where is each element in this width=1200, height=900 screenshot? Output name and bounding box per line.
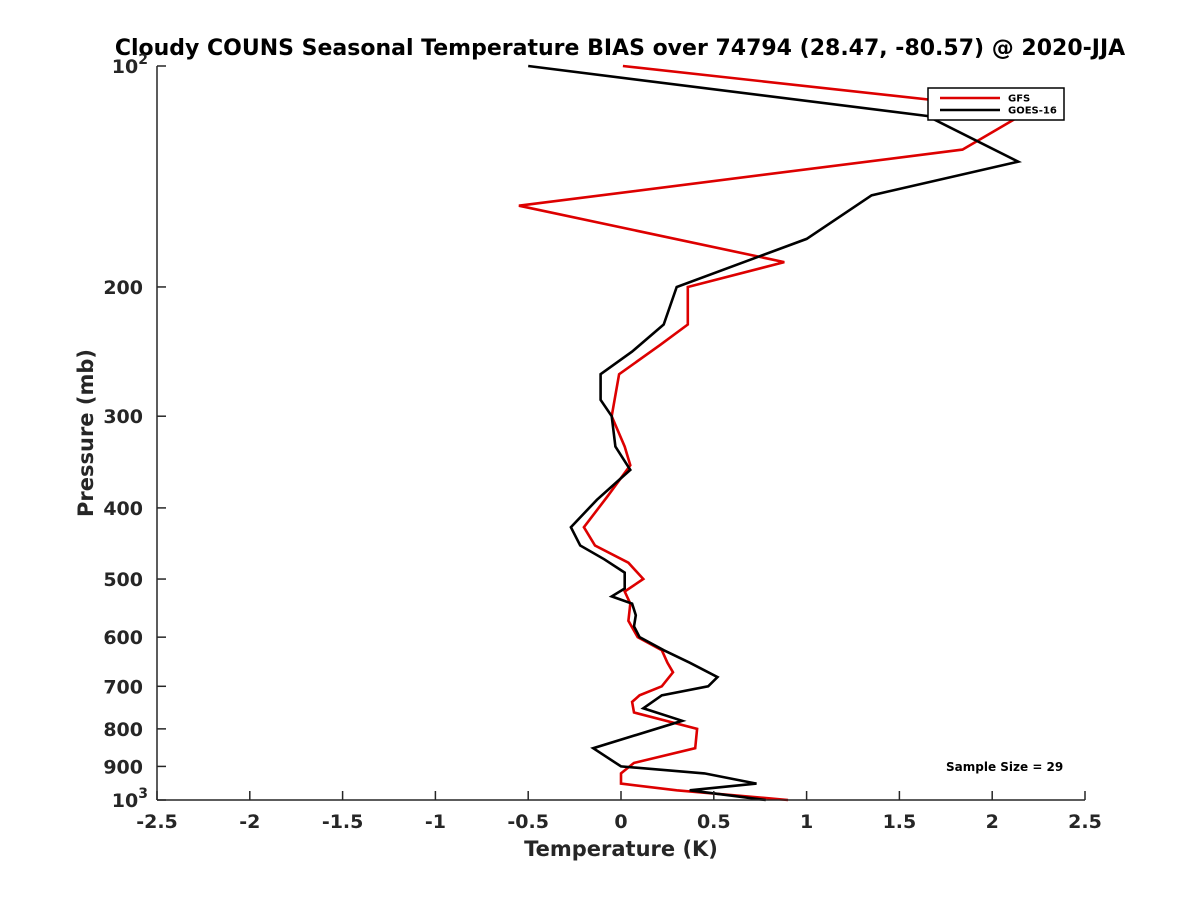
y-tick-label: 400: [103, 498, 143, 520]
axes: [156, 66, 1085, 801]
y-tick-label: 700: [103, 676, 143, 698]
x-tick-label: -1.5: [322, 811, 364, 833]
x-tick-label: -2.5: [136, 811, 178, 833]
legend[interactable]: GFS GOES-16: [927, 87, 1065, 121]
chart-title: Cloudy COUNS Seasonal Temperature BIAS o…: [115, 36, 1125, 61]
series-line-goes-16: [528, 64, 1023, 802]
y-tick-label: 600: [103, 627, 143, 649]
legend-label-gfs: GFS: [1008, 94, 1030, 105]
legend-box: [927, 87, 1065, 121]
x-tick-label: -1: [425, 811, 446, 833]
y-tick-exponent: 3: [138, 786, 148, 802]
series-line-gfs: [518, 64, 1034, 802]
x-tick-label: 2.5: [1068, 811, 1102, 833]
y-tick-label: 200: [103, 277, 143, 299]
series-layer: [518, 64, 1034, 802]
y-tick-label: 103: [112, 786, 148, 812]
y-axis-label: Pressure (mb): [74, 349, 98, 517]
y-tick-exponent: 2: [138, 52, 148, 68]
x-tick-label: 2: [986, 811, 999, 833]
sample-size-annotation: Sample Size = 29: [946, 760, 1063, 774]
y-tick-base: 10: [112, 56, 138, 78]
x-ticks: -2.5 -2 -1.5 -1 -0.5 0 0.5 1 1.5 2 2.5: [136, 791, 1102, 833]
x-tick-label: 0: [614, 811, 627, 833]
x-tick-label: 1: [800, 811, 813, 833]
x-tick-label: 0.5: [697, 811, 731, 833]
y-tick-label: 800: [103, 719, 143, 741]
y-tick-label: 500: [103, 569, 143, 591]
x-axis-label: Temperature (K): [524, 837, 718, 861]
x-tick-label: 1.5: [883, 811, 917, 833]
x-tick-label: -0.5: [507, 811, 549, 833]
y-tick-label: 300: [103, 406, 143, 428]
y-tick-label: 900: [103, 756, 143, 778]
x-tick-label: -2: [239, 811, 260, 833]
y-tick-label: 102: [112, 52, 148, 78]
y-tick-base: 10: [112, 790, 138, 812]
legend-label-goes-16: GOES-16: [1008, 106, 1057, 117]
